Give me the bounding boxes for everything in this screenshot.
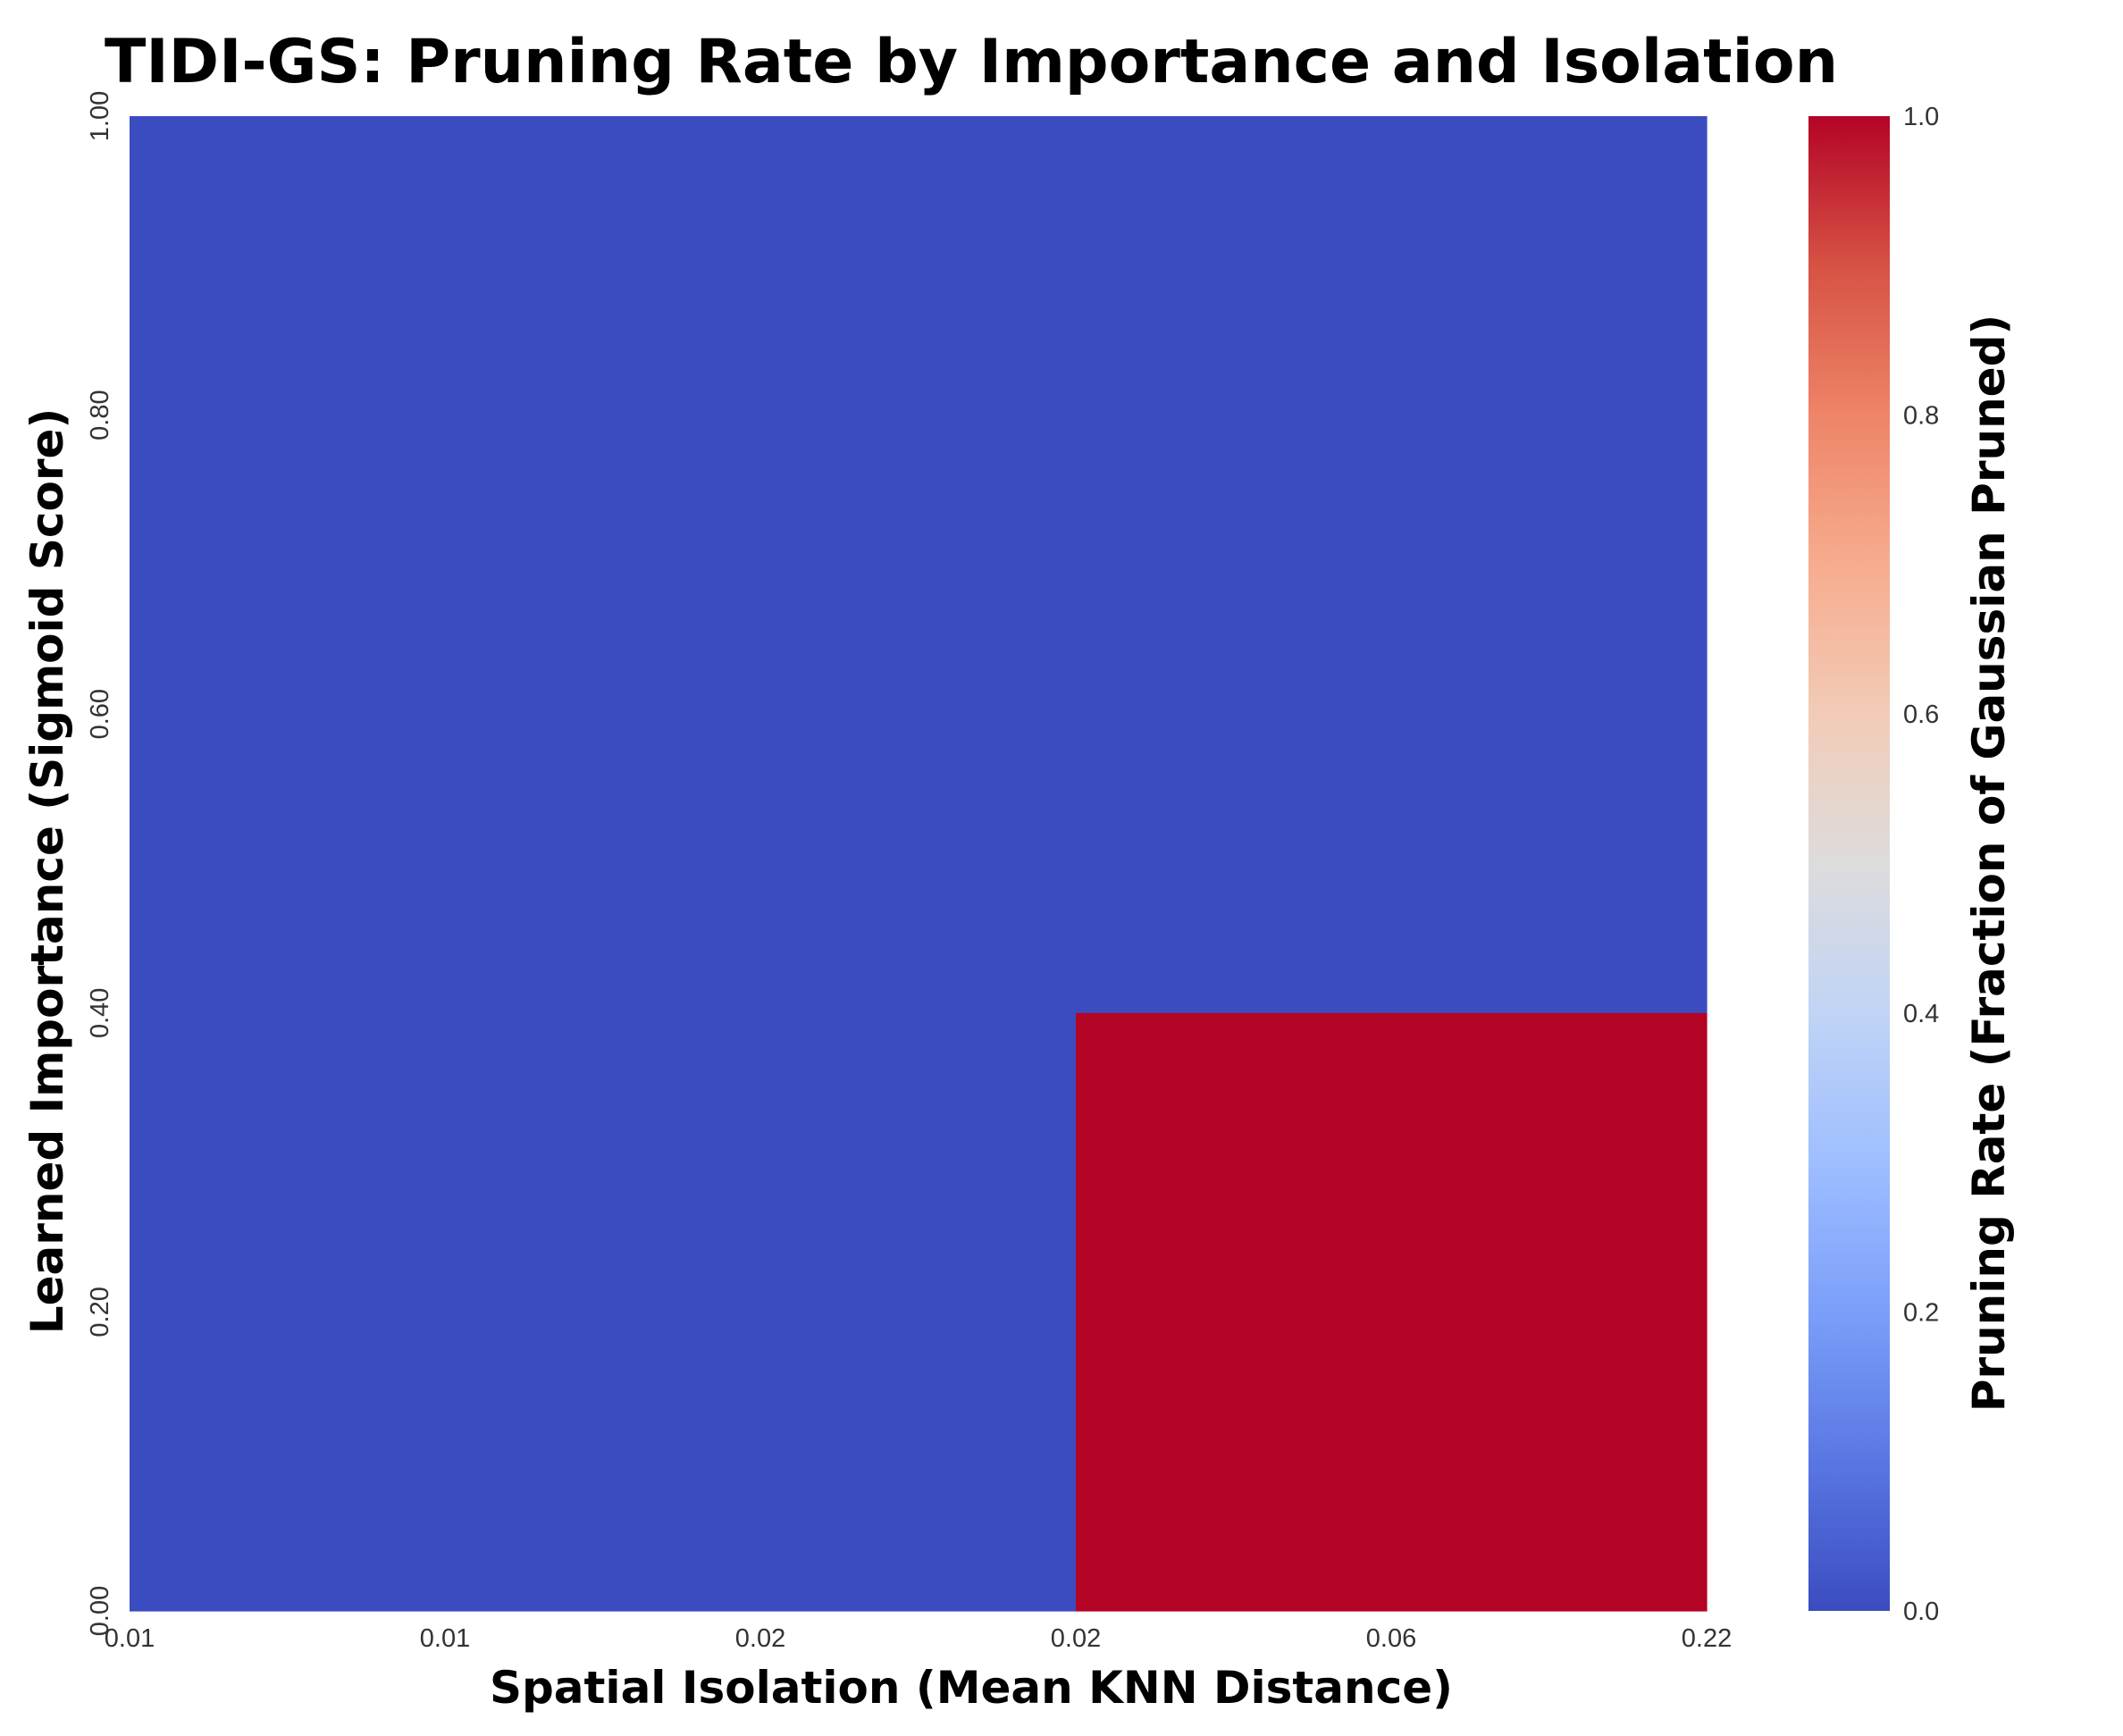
heatmap-cell bbox=[445, 116, 761, 1014]
heatmap-cell bbox=[1391, 116, 1708, 1014]
x-tick-label: 0.01 bbox=[105, 1624, 155, 1653]
y-axis-ticks: 0.00 0.20 0.40 0.60 0.80 1.00 bbox=[86, 91, 114, 1636]
x-tick-label: 0.01 bbox=[420, 1624, 470, 1653]
x-tick-label: 0.02 bbox=[1051, 1624, 1101, 1653]
colorbar-tick-label: 0.6 bbox=[1903, 700, 1939, 729]
y-tick-label: 0.00 bbox=[86, 1586, 114, 1636]
colorbar-label: Pruning Rate (Fraction of Gaussian Prune… bbox=[1963, 314, 2015, 1412]
chart-title: TIDI-GS: Pruning Rate by Importance and … bbox=[105, 27, 1838, 97]
heatmap-cell bbox=[1076, 116, 1392, 1014]
x-axis-ticks: 0.01 0.01 0.02 0.02 0.06 0.22 bbox=[105, 1624, 1732, 1653]
heatmap-cell bbox=[130, 116, 446, 1014]
heatmap-cell bbox=[760, 116, 1077, 1014]
colorbar-tick-label: 0.8 bbox=[1903, 402, 1939, 431]
colorbar-tick-label: 1.0 bbox=[1903, 103, 1939, 131]
y-axis-label: Learned Importance (Sigmoid Score) bbox=[21, 408, 73, 1335]
colorbar-tick-label: 0.2 bbox=[1903, 1298, 1939, 1327]
x-axis-label: Spatial Isolation (Mean KNN Distance) bbox=[490, 1662, 1453, 1714]
y-tick-label: 0.40 bbox=[86, 988, 114, 1038]
x-tick-label: 0.02 bbox=[735, 1624, 785, 1653]
colorbar-ticks: 0.0 0.2 0.4 0.6 0.8 1.0 bbox=[1903, 103, 1939, 1626]
colorbar-tick-label: 0.4 bbox=[1903, 1000, 1939, 1028]
heatmap-cells bbox=[130, 116, 1708, 1612]
y-tick-label: 0.60 bbox=[86, 689, 114, 739]
heatmap-cell bbox=[1391, 1012, 1708, 1612]
heatmap-cell bbox=[445, 1012, 761, 1612]
y-tick-label: 1.00 bbox=[86, 91, 114, 141]
heatmap-cell bbox=[1076, 1012, 1392, 1612]
x-tick-label: 0.22 bbox=[1682, 1624, 1732, 1653]
x-tick-label: 0.06 bbox=[1366, 1624, 1416, 1653]
colorbar-tick-label: 0.0 bbox=[1903, 1598, 1939, 1626]
colorbar bbox=[1808, 116, 1890, 1611]
heatmap-cell bbox=[130, 1012, 446, 1612]
y-tick-label: 0.20 bbox=[86, 1287, 114, 1337]
heatmap-cell bbox=[760, 1012, 1077, 1612]
y-tick-label: 0.80 bbox=[86, 390, 114, 440]
